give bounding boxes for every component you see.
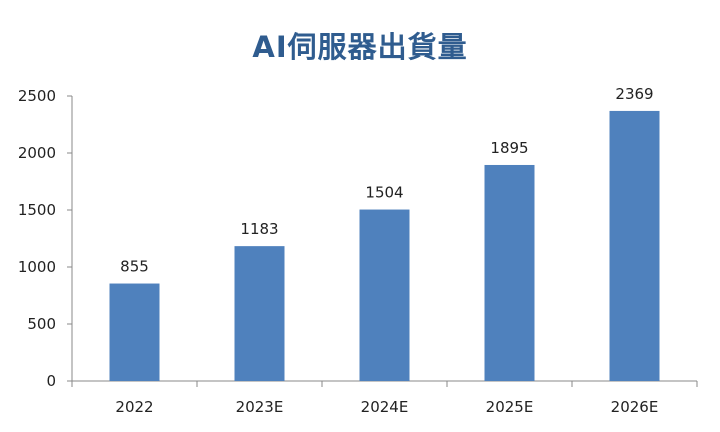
bar-2025E bbox=[484, 164, 535, 381]
x-tick-label: 2026E bbox=[611, 398, 659, 416]
bar-2024E bbox=[359, 209, 410, 381]
data-label: 1895 bbox=[490, 139, 528, 157]
data-label: 855 bbox=[120, 258, 149, 276]
x-tick-label: 2022 bbox=[115, 398, 153, 416]
bar-2026E bbox=[609, 110, 660, 382]
y-tick-label: 1500 bbox=[18, 201, 56, 219]
y-tick-label: 0 bbox=[46, 372, 56, 390]
y-tick-label: 2000 bbox=[18, 144, 56, 162]
bar-2023E bbox=[234, 246, 285, 381]
chart-title: AI伺服器出貨量 bbox=[252, 30, 468, 64]
data-label: 2369 bbox=[615, 85, 653, 103]
x-tick-label: 2023E bbox=[236, 398, 284, 416]
y-tick-label: 500 bbox=[27, 315, 56, 333]
y-tick-label: 2500 bbox=[18, 87, 56, 105]
y-tick-label: 1000 bbox=[18, 258, 56, 276]
data-label: 1504 bbox=[365, 184, 403, 202]
x-tick-label: 2024E bbox=[361, 398, 409, 416]
x-tick-label: 2025E bbox=[486, 398, 534, 416]
data-label: 1183 bbox=[240, 220, 278, 238]
bar-2022 bbox=[109, 283, 160, 381]
